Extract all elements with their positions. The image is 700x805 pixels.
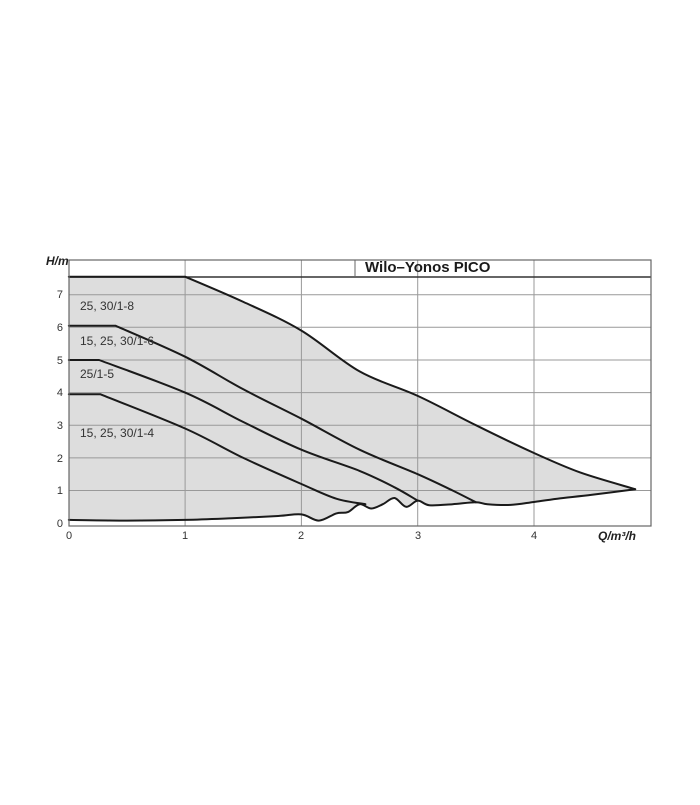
svg-text:4: 4 (531, 530, 537, 542)
svg-text:0: 0 (57, 518, 63, 530)
svg-text:3: 3 (415, 530, 421, 542)
svg-text:Q/m³/h: Q/m³/h (598, 529, 636, 543)
svg-text:7: 7 (57, 289, 63, 301)
svg-text:1: 1 (182, 530, 188, 542)
svg-text:1: 1 (57, 485, 63, 497)
svg-text:0: 0 (66, 530, 72, 542)
svg-text:5: 5 (57, 355, 63, 367)
svg-text:2: 2 (298, 530, 304, 542)
svg-text:4: 4 (57, 387, 63, 399)
svg-text:15, 25, 30/1-6: 15, 25, 30/1-6 (80, 334, 154, 348)
svg-text:25, 30/1-8: 25, 30/1-8 (80, 299, 134, 313)
svg-text:15, 25, 30/1-4: 15, 25, 30/1-4 (80, 426, 154, 440)
svg-text:25/1-5: 25/1-5 (80, 367, 114, 381)
svg-text:Wilo–Yonos PICO: Wilo–Yonos PICO (365, 259, 491, 276)
svg-text:3: 3 (57, 420, 63, 432)
svg-text:H/m: H/m (46, 254, 69, 268)
svg-text:6: 6 (57, 322, 63, 334)
svg-text:2: 2 (57, 453, 63, 465)
